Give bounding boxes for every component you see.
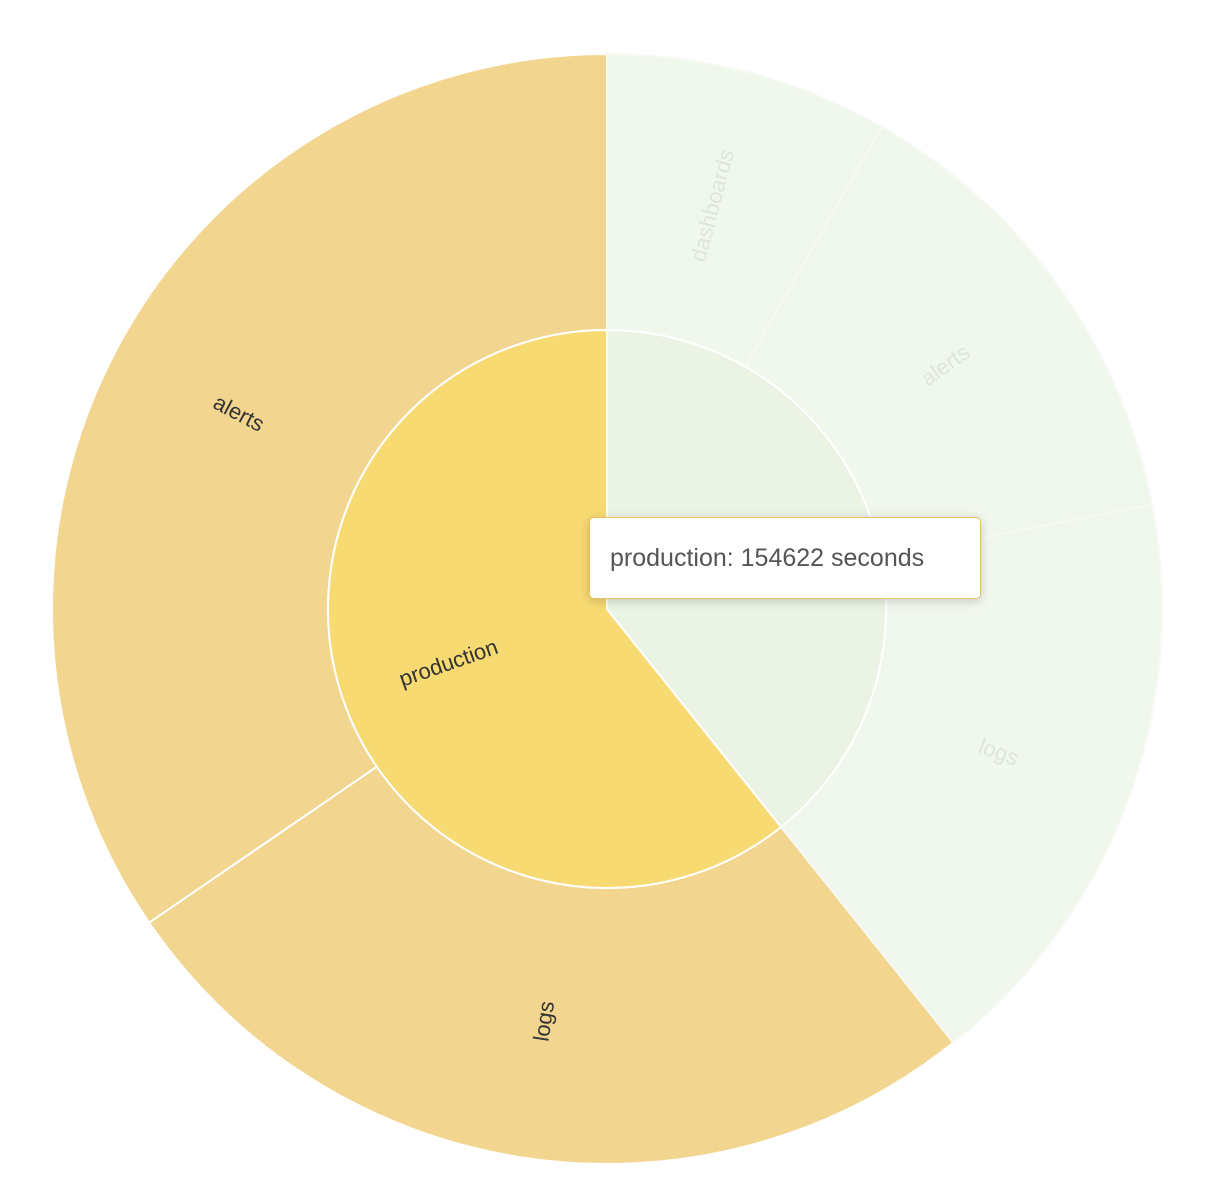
tooltip: production: 154622 seconds xyxy=(589,517,981,599)
outer-ring xyxy=(51,52,1163,1165)
inner-ring xyxy=(327,328,887,889)
tooltip-text: production: 154622 seconds xyxy=(610,543,925,572)
inner-segment-production[interactable] xyxy=(327,328,783,889)
outer-label-production-logs: logs xyxy=(528,999,559,1043)
